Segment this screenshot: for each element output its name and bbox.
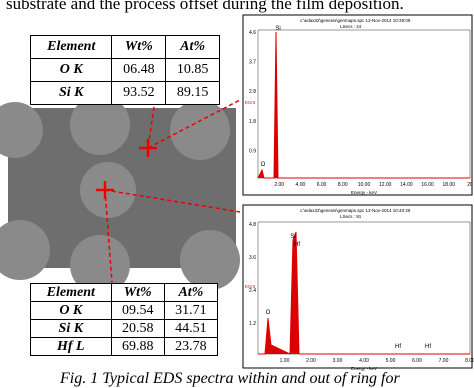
spectrum-bottom xyxy=(242,204,473,369)
y-tick-label: 3.7 xyxy=(249,60,256,66)
cell: 93.52 xyxy=(111,81,167,105)
y-tick-label: 1.8 xyxy=(249,119,256,125)
x-tick-label: 8.00 xyxy=(338,182,348,188)
row: Hf L 69.88 23.78 xyxy=(30,337,219,356)
column-header: Wt% xyxy=(110,283,165,302)
x-tick-label: 4.00 xyxy=(359,358,369,364)
x-axis-label: Energy - keV xyxy=(351,190,377,195)
y-tick-label: 1.2 xyxy=(249,321,256,327)
y-tick-label: 2.4 xyxy=(249,288,256,294)
cell: 06.48 xyxy=(111,58,167,82)
x-tick-label: 14.00 xyxy=(400,182,413,188)
x-tick-label: 6.00 xyxy=(317,182,327,188)
x-tick-label: 2.00 xyxy=(306,358,316,364)
y-axis-label: KCnt xyxy=(245,284,256,289)
peak-label: Hf xyxy=(395,344,401,350)
live-seconds: LSecs : 91 xyxy=(340,214,362,219)
cell: 23.78 xyxy=(163,337,219,356)
x-tick-label: 20 xyxy=(467,182,473,188)
peak-label: O xyxy=(261,162,266,168)
row: O K 09.54 31.71 xyxy=(30,301,219,320)
peak-label: Hf xyxy=(425,344,431,350)
cell: 10.85 xyxy=(165,58,220,82)
caption: Fig. 1 Typical EDS spectra within and ou… xyxy=(60,370,400,387)
element-cell: Hf L xyxy=(30,337,112,356)
header-row: Element Wt% At% xyxy=(29,35,220,59)
element-cell: Si K xyxy=(30,319,112,338)
x-tick-label: 3.00 xyxy=(333,358,343,364)
y-tick-label: 2.8 xyxy=(249,89,256,95)
x-tick-label: 18.00 xyxy=(443,182,456,188)
x-tick-label: 16.00 xyxy=(421,182,434,188)
column-header: Element xyxy=(30,283,112,302)
peak-label: Si xyxy=(290,234,295,240)
x-tick-label: 5.00 xyxy=(386,358,396,364)
x-tick-label: 6.00 xyxy=(412,358,422,364)
crosses xyxy=(96,139,157,199)
peak-label: O xyxy=(266,310,271,316)
y-tick-label: 4.8 xyxy=(249,222,256,228)
column-header: Element xyxy=(29,35,113,59)
header-text: substrate and the process offset during … xyxy=(6,0,404,13)
column-header: Wt% xyxy=(111,35,167,59)
spectrum-top xyxy=(242,14,473,196)
table-top: Element Wt% At% O K 06.48 10.85 Si K 93.52 89.15 xyxy=(29,35,220,105)
file-path: c:\edax32\genesis\genmaps.spc 13-Nov-201… xyxy=(300,18,411,23)
y-tick-label: 4.6 xyxy=(249,30,256,36)
x-axis-label: Energy - keV xyxy=(351,366,377,371)
y-tick-label: 3.6 xyxy=(249,255,256,261)
x-tick-label: 1.00 xyxy=(280,358,290,364)
table-bottom: Element Wt% At% O K 09.54 31.71 Si K 20.58 44.51… xyxy=(30,283,219,356)
peak-label: Si xyxy=(275,26,280,32)
cell: 31.71 xyxy=(163,301,219,320)
cell: 20.58 xyxy=(110,319,165,338)
peak-label: Hf xyxy=(294,242,300,248)
row: O K 06.48 10.85 xyxy=(29,58,220,82)
y-tick-label: 0.9 xyxy=(249,148,256,154)
row: Si K 93.52 89.15 xyxy=(29,81,220,105)
column-header: At% xyxy=(163,283,219,302)
y-axis-label: KCnt xyxy=(245,100,256,105)
file-path: c:\edax32\genesis\genmaps.spc 13-Nov-201… xyxy=(300,208,411,213)
live-seconds: LSecs : 24 xyxy=(340,24,362,29)
element-cell: O K xyxy=(30,301,112,320)
cell: 89.15 xyxy=(165,81,220,105)
column-header: At% xyxy=(165,35,220,59)
x-tick-label: 4.00 xyxy=(296,182,306,188)
cell: 44.51 xyxy=(163,319,219,338)
cell: 69.88 xyxy=(110,337,165,356)
x-tick-label: 7.00 xyxy=(439,358,449,364)
header-row: Element Wt% At% xyxy=(30,283,219,302)
x-tick-label: 12.00 xyxy=(379,182,392,188)
element-cell: O K xyxy=(29,58,113,82)
x-tick-label: 2.00 xyxy=(274,182,284,188)
x-tick-label: 8.00 xyxy=(465,358,474,364)
row: Si K 20.58 44.51 xyxy=(30,319,219,338)
x-tick-label: 10.00 xyxy=(358,182,371,188)
element-cell: Si K xyxy=(29,81,113,105)
cell: 09.54 xyxy=(110,301,165,320)
